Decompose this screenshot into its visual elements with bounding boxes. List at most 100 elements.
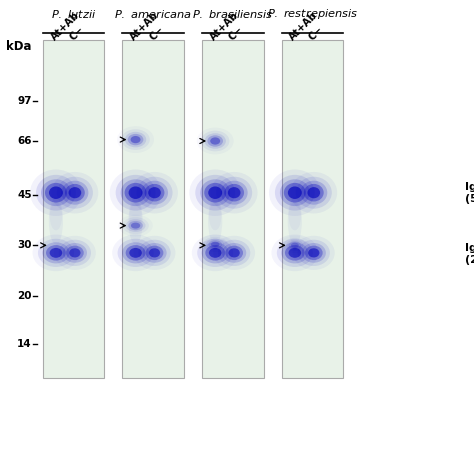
Ellipse shape [208,187,222,199]
Ellipse shape [298,240,330,266]
Ellipse shape [197,239,233,267]
Text: 14: 14 [17,339,32,349]
Ellipse shape [296,177,332,209]
Ellipse shape [280,179,310,206]
Text: At+Ab: At+Ab [208,10,240,42]
Text: C−: C− [147,24,165,42]
Ellipse shape [118,239,154,267]
Ellipse shape [109,170,162,216]
Ellipse shape [145,184,164,202]
Text: C−: C− [227,24,245,42]
Text: C−: C− [307,24,325,42]
Ellipse shape [210,137,220,145]
Ellipse shape [128,134,143,145]
Bar [282,40,343,378]
Text: 66: 66 [17,136,32,146]
Ellipse shape [221,180,247,205]
Ellipse shape [46,245,66,260]
Ellipse shape [45,183,67,203]
Ellipse shape [116,175,155,211]
Ellipse shape [121,129,150,150]
Ellipse shape [41,179,71,206]
Ellipse shape [209,248,221,258]
Ellipse shape [289,241,301,250]
Ellipse shape [131,223,140,228]
Ellipse shape [129,248,142,258]
Ellipse shape [146,246,164,260]
Ellipse shape [120,179,151,206]
Text: 20: 20 [17,291,32,301]
Ellipse shape [125,132,146,148]
Text: 97: 97 [17,96,32,106]
Ellipse shape [59,240,91,266]
Ellipse shape [38,239,74,267]
Ellipse shape [128,221,143,230]
Ellipse shape [126,245,146,260]
Text: At+Ab: At+Ab [288,10,320,42]
Ellipse shape [269,170,321,216]
Ellipse shape [301,180,327,205]
Text: $\it{P.}$ $\it{brasiliensis}$: $\it{P.}$ $\it{brasiliensis}$ [192,8,273,20]
Ellipse shape [65,184,85,202]
Ellipse shape [42,242,69,263]
Ellipse shape [205,133,226,149]
Text: C−: C− [68,24,86,42]
Ellipse shape [224,184,244,202]
Ellipse shape [122,242,149,263]
Ellipse shape [138,240,171,266]
Ellipse shape [66,246,84,260]
Ellipse shape [200,179,230,206]
Ellipse shape [222,243,246,263]
Ellipse shape [125,183,146,203]
Ellipse shape [49,187,63,199]
Text: At+Ab: At+Ab [49,10,81,42]
Bar [43,40,104,378]
Ellipse shape [218,240,250,266]
Ellipse shape [30,170,82,216]
Ellipse shape [201,131,229,151]
Ellipse shape [285,245,305,260]
Ellipse shape [301,243,326,263]
Text: $\it{P.}$ $\it{lutzii}$: $\it{P.}$ $\it{lutzii}$ [51,8,96,20]
Ellipse shape [286,240,303,251]
Ellipse shape [275,175,315,211]
Text: IgG HC
(55 kDa): IgG HC (55 kDa) [465,181,474,204]
Text: $\it{P.}$ $\it{restrepiensis}$: $\it{P.}$ $\it{restrepiensis}$ [267,7,358,21]
Ellipse shape [149,248,160,258]
Ellipse shape [228,248,240,258]
Ellipse shape [281,242,308,263]
Ellipse shape [137,177,173,209]
Bar [122,40,184,378]
Ellipse shape [228,187,240,198]
Ellipse shape [209,240,222,249]
Ellipse shape [205,245,225,260]
Ellipse shape [211,242,219,247]
Ellipse shape [284,183,306,203]
Ellipse shape [305,246,323,260]
Ellipse shape [204,183,226,203]
Ellipse shape [148,187,161,198]
Ellipse shape [195,175,235,211]
Text: 30: 30 [17,240,32,251]
Ellipse shape [189,170,241,216]
Text: IgG LC
(25 kDa): IgG LC (25 kDa) [465,243,474,265]
Ellipse shape [50,248,62,258]
Ellipse shape [202,242,228,263]
Ellipse shape [308,248,319,258]
Text: At+Ab: At+Ab [128,10,161,42]
Ellipse shape [126,219,146,232]
Text: $\it{P.}$ $\it{americana}$: $\it{P.}$ $\it{americana}$ [114,8,192,20]
Ellipse shape [69,248,81,258]
Ellipse shape [289,248,301,258]
Ellipse shape [308,187,320,198]
Ellipse shape [63,243,87,263]
Ellipse shape [304,184,324,202]
Ellipse shape [69,187,81,198]
Ellipse shape [277,239,313,267]
Ellipse shape [216,177,252,209]
Bar [202,40,264,378]
Ellipse shape [288,187,302,199]
Ellipse shape [36,175,76,211]
Ellipse shape [61,180,88,205]
Ellipse shape [207,135,223,147]
